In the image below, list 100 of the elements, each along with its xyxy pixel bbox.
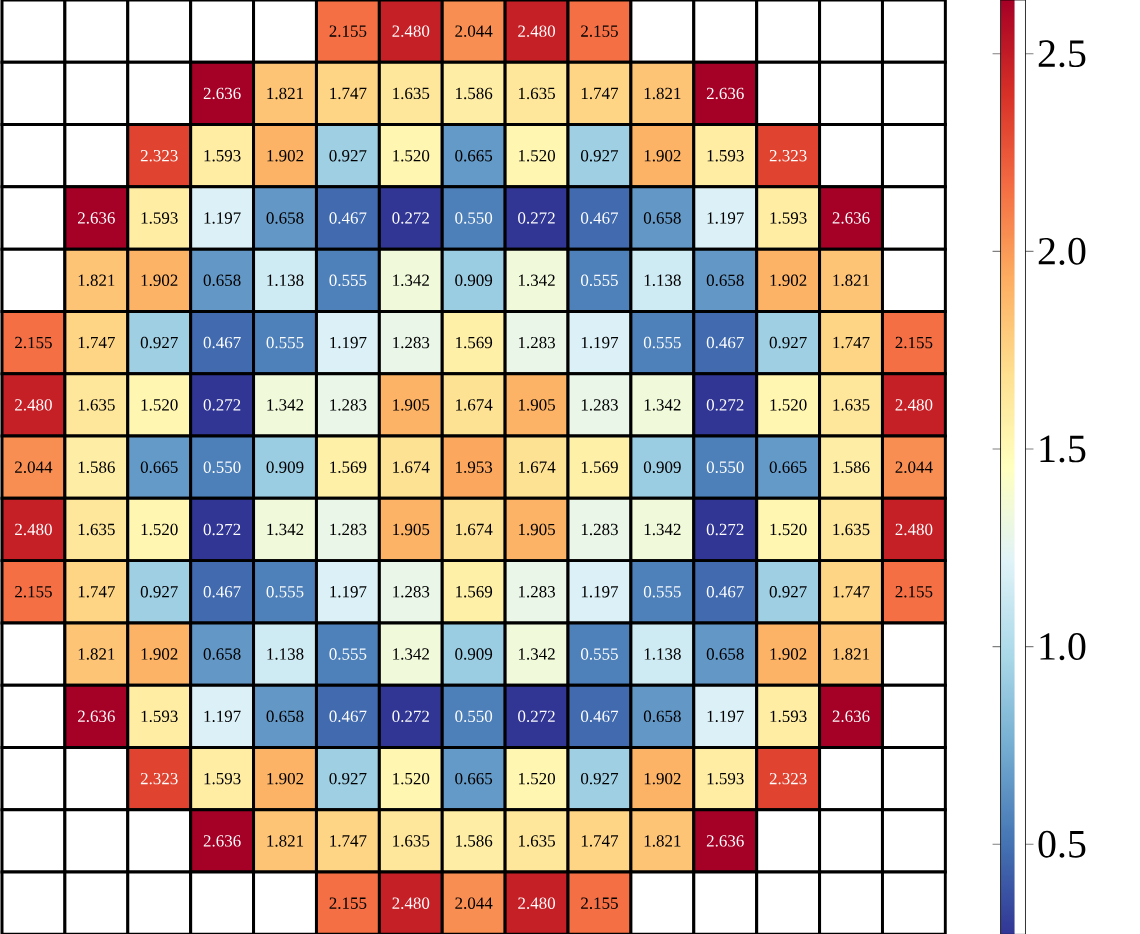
data-label: 0.555 [581, 648, 618, 660]
data-label: 1.197 [707, 212, 744, 224]
data-label: 0.658 [643, 212, 681, 224]
data-label: 0.550 [203, 461, 241, 473]
data-label: 1.197 [581, 585, 619, 598]
data-label: 1.283 [581, 398, 618, 411]
data-label: 2.155 [15, 585, 52, 598]
data-label: 1.674 [456, 398, 493, 411]
data-label: 1.747 [330, 835, 367, 847]
data-label: 2.636 [706, 87, 744, 99]
data-label: 1.747 [581, 835, 619, 847]
data-label: 0.909 [455, 648, 493, 660]
data-label: 2.323 [140, 772, 178, 785]
data-label: 0.927 [581, 149, 619, 162]
color-bar-label: 1.0 [1040, 632, 1086, 660]
data-label: 1.635 [833, 398, 870, 411]
data-label: 1.569 [330, 461, 367, 473]
data-label: 1.747 [78, 336, 115, 349]
data-label: 2.044 [895, 461, 933, 473]
data-label: 2.480 [15, 398, 52, 411]
data-label: 0.467 [203, 336, 241, 349]
data-label: 0.658 [643, 710, 681, 722]
data-label: 1.902 [644, 149, 681, 162]
data-label: 1.520 [770, 398, 807, 411]
data-label: 1.593 [141, 710, 178, 722]
color-bar-label: 2.0 [1038, 237, 1086, 265]
data-label: 0.467 [581, 710, 619, 722]
data-label: 2.636 [706, 835, 744, 847]
data-label: 1.635 [833, 523, 870, 536]
data-label: 2.636 [77, 710, 115, 722]
data-label: 0.927 [140, 336, 178, 349]
data-label: 2.323 [769, 772, 807, 785]
data-label: 1.586 [456, 87, 493, 100]
data-label: 2.323 [140, 149, 178, 162]
data-label: 1.902 [770, 648, 807, 660]
data-label: 1.342 [267, 398, 304, 411]
data-label: 2.480 [392, 897, 430, 909]
data-label: 1.593 [707, 772, 744, 785]
color-bar-label: 1.5 [1040, 435, 1086, 463]
data-label: 1.905 [393, 523, 430, 536]
data-label: 0.550 [706, 461, 744, 473]
data-label: 1.821 [267, 835, 304, 847]
data-label: 0.658 [203, 274, 241, 286]
data-label: 0.658 [706, 648, 744, 660]
data-label: 1.593 [770, 710, 807, 722]
data-label: 1.674 [393, 461, 430, 473]
data-label: 1.635 [518, 87, 555, 99]
data-label: 1.520 [518, 772, 556, 785]
data-label: 2.155 [329, 25, 367, 37]
data-label: 1.138 [267, 274, 304, 286]
data-label: 0.272 [706, 398, 744, 411]
data-label: 0.555 [266, 336, 304, 349]
data-label: 0.927 [329, 149, 367, 162]
data-label: 1.821 [644, 835, 681, 847]
data-label: 1.197 [330, 585, 367, 598]
data-label: 0.467 [329, 710, 367, 722]
data-label: 0.658 [266, 710, 304, 722]
data-label: 1.197 [330, 336, 367, 349]
data-label: 0.909 [266, 461, 304, 473]
data-label: 1.283 [393, 585, 430, 598]
data-label: 1.283 [330, 398, 367, 411]
data-label: 2.480 [895, 398, 933, 411]
data-label: 2.480 [392, 25, 430, 37]
data-label: 2.155 [329, 897, 367, 909]
data-label: 1.342 [267, 523, 304, 536]
data-label: 2.044 [455, 25, 493, 37]
data-label: 1.520 [141, 398, 178, 411]
data-label: 1.902 [141, 648, 178, 660]
data-label: 1.902 [141, 274, 178, 286]
data-label: 0.555 [643, 585, 681, 598]
data-label: 1.953 [456, 461, 493, 473]
data-label: 0.658 [266, 212, 304, 224]
data-label: 0.272 [392, 710, 429, 722]
data-label: 1.520 [393, 149, 430, 162]
data-label: 1.747 [833, 336, 870, 349]
data-label: 2.155 [581, 897, 618, 909]
data-label: 1.283 [393, 336, 430, 349]
data-label: 1.520 [518, 149, 556, 162]
data-label: 1.821 [833, 274, 870, 286]
data-label: 1.635 [78, 398, 115, 411]
data-label: 2.636 [832, 710, 870, 722]
data-label: 0.555 [329, 648, 367, 660]
data-label: 2.323 [769, 149, 807, 162]
data-label: 0.272 [203, 398, 241, 411]
data-label: 0.927 [140, 585, 178, 598]
data-label: 2.480 [15, 523, 52, 536]
data-label: 0.467 [706, 336, 744, 349]
data-label: 1.905 [518, 398, 555, 411]
data-label: 1.593 [770, 212, 807, 224]
data-label: 2.155 [895, 585, 933, 598]
data-label: 0.665 [769, 461, 807, 473]
data-label: 1.674 [518, 461, 556, 473]
data-label: 1.569 [456, 336, 493, 349]
data-label: 0.467 [329, 212, 367, 224]
data-label: 1.138 [644, 274, 681, 286]
data-label: 0.272 [518, 212, 555, 224]
data-label: 1.902 [267, 772, 304, 785]
data-label: 1.342 [393, 274, 429, 286]
data-label: 0.909 [455, 274, 493, 286]
data-label: 1.197 [204, 710, 241, 722]
